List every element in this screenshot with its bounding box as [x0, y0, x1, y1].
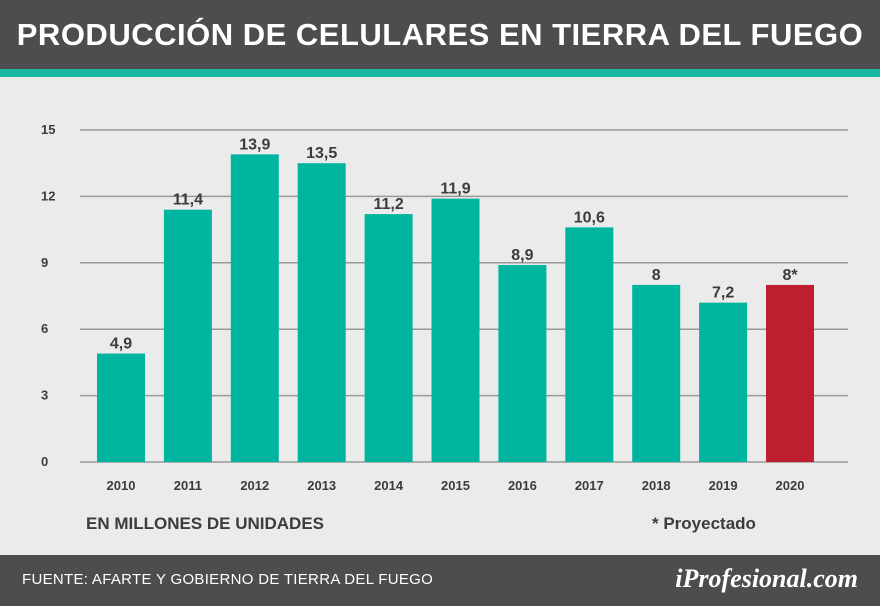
bar: [431, 198, 480, 462]
x-tick-label: 2012: [240, 478, 269, 493]
y-tick-label: 3: [41, 388, 48, 403]
x-tick-label: 2019: [709, 478, 738, 493]
data-label: 11,4: [173, 192, 203, 209]
data-label: 13,9: [239, 136, 270, 153]
title-bar: PRODUCCIÓN DE CELULARES EN TIERRA DEL FU…: [0, 0, 880, 69]
x-tick-label: 2016: [508, 478, 537, 493]
bar: [632, 284, 681, 462]
data-label: 8,9: [511, 247, 533, 264]
bar: [297, 163, 346, 462]
x-tick-label: 2013: [307, 478, 336, 493]
bar: [97, 353, 145, 462]
y-tick-label: 0: [41, 454, 48, 469]
bar: [565, 227, 614, 462]
bar: [699, 302, 748, 462]
data-label: 11,2: [373, 196, 403, 213]
unit-label: EN MILLONES DE UNIDADES: [86, 514, 325, 533]
bar: [766, 284, 814, 462]
brand-logo: iProfesional.com: [675, 564, 858, 593]
x-tick-label: 2017: [575, 478, 604, 493]
data-label: 10,6: [574, 209, 605, 226]
bar: [163, 209, 212, 462]
bar-chart: 0 3 6 9 12 15 4,9 2010 11,4 2011 13,9 2012 13,5 2013 1…: [0, 77, 880, 547]
bar: [230, 154, 279, 462]
chart-svg: 0 3 6 9 12 15 4,9 2010 11,4 2011 13,9 2012 13,5 2013 1…: [41, 122, 848, 493]
data-label: 11,9: [440, 181, 470, 198]
footer-bar: FUENTE: AFARTE Y GOBIERNO DE TIERRA DEL …: [0, 555, 880, 606]
y-tick-label: 6: [41, 321, 48, 336]
bar: [364, 214, 413, 462]
x-tick-label: 2011: [174, 478, 202, 493]
x-tick-label: 2014: [374, 478, 404, 493]
data-label: 8: [652, 267, 661, 284]
data-label: 13,5: [306, 145, 337, 162]
source-text: FUENTE: AFARTE Y GOBIERNO DE TIERRA DEL …: [22, 571, 434, 588]
data-label: 8*: [782, 267, 798, 284]
data-label: 4,9: [110, 336, 132, 353]
data-label: 7,2: [712, 285, 734, 302]
accent-stripe: [0, 69, 880, 77]
x-tick-label: 2015: [441, 478, 470, 493]
x-tick-label: 2020: [776, 478, 805, 493]
x-tick-label: 2018: [642, 478, 671, 493]
y-tick-label: 12: [41, 188, 55, 203]
bar: [498, 265, 547, 462]
x-tick-label: 2010: [107, 478, 136, 493]
y-tick-label: 15: [41, 122, 55, 137]
chart-title: PRODUCCIÓN DE CELULARES EN TIERRA DEL FU…: [16, 16, 864, 52]
y-tick-label: 9: [41, 255, 48, 270]
projection-note: * Proyectado: [652, 514, 756, 533]
